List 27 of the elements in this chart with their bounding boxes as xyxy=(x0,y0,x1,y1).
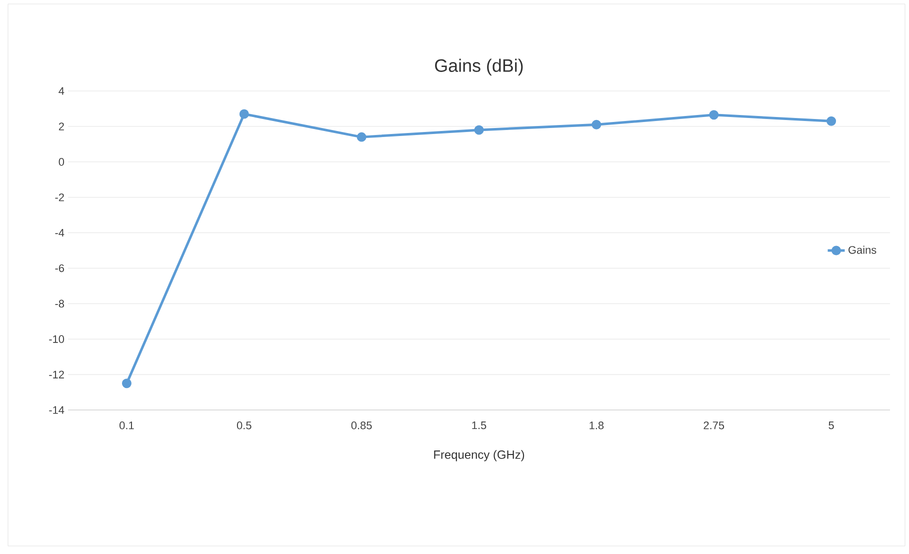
point xyxy=(709,110,719,120)
y-tick-label: -8 xyxy=(55,300,64,308)
y-tick-label: -10 xyxy=(49,335,64,343)
y-tick-label: -14 xyxy=(49,406,64,414)
x-tick-label: 1.8 xyxy=(590,422,604,430)
point xyxy=(122,378,132,388)
x-tick-label: 5 xyxy=(828,422,834,430)
x-tick-label: 0.5 xyxy=(236,422,252,430)
point xyxy=(826,116,836,126)
point xyxy=(592,120,602,130)
y-tick-label: 2 xyxy=(58,122,64,130)
x-tick-label: 2.75 xyxy=(704,422,724,430)
x-tick-label: 0.85 xyxy=(351,422,372,430)
y-tick-label: 4 xyxy=(58,87,64,95)
point xyxy=(239,109,249,119)
y-tick-label: -2 xyxy=(55,194,64,202)
point xyxy=(356,132,366,142)
chart-title: Gains (dBi) xyxy=(435,58,523,76)
x-tick-label: 1.5 xyxy=(472,422,486,430)
point xyxy=(474,125,484,135)
legend-label: Gains xyxy=(848,246,876,254)
y-tick-label: -12 xyxy=(49,370,64,378)
x-tick-label: 0.1 xyxy=(120,422,134,430)
y-tick-label: 0 xyxy=(58,158,64,166)
x-axis-title: Frequency (GHz) xyxy=(434,450,524,462)
y-tick-label: -4 xyxy=(55,229,64,237)
y-tick-label: -6 xyxy=(55,264,64,272)
